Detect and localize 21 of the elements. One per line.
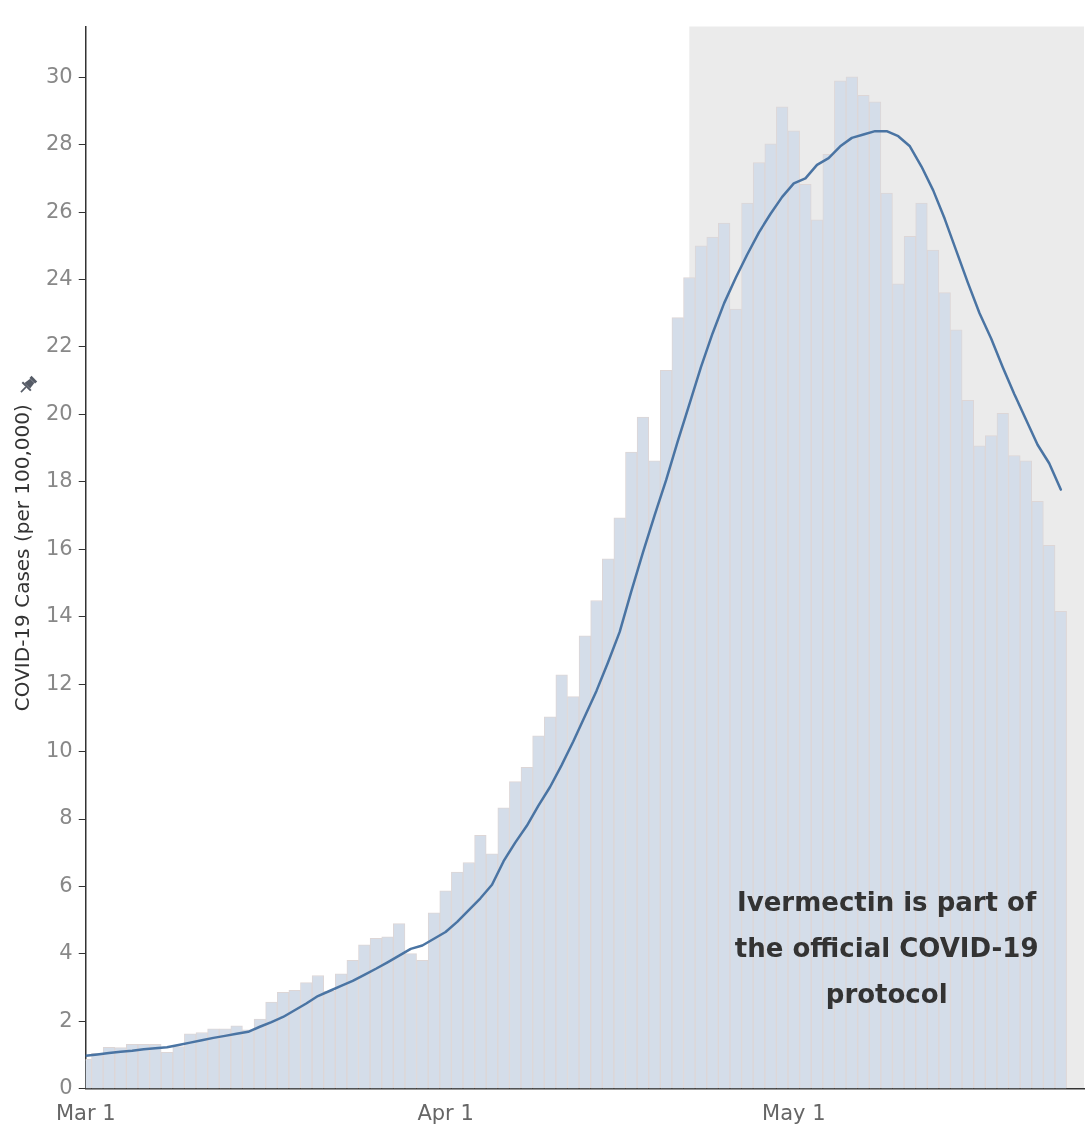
y-tick-label: 18: [45, 468, 73, 493]
x-tick-label: Mar 1: [55, 1100, 116, 1125]
y-tick-label: 16: [45, 535, 73, 560]
x-tick-label: Apr 1: [417, 1100, 474, 1125]
y-tick-label: 8: [59, 805, 73, 830]
y-tick-label: 4: [59, 940, 73, 965]
y-tick-label: 12: [45, 670, 73, 695]
y-tick-label: 2: [59, 1007, 73, 1032]
y-axis-title: COVID-19 Cases (per 100,000): [10, 404, 35, 712]
y-tick-label: 24: [45, 265, 73, 290]
y-tick-label: 20: [45, 400, 73, 425]
y-tick-label: 10: [45, 738, 73, 763]
x-tick-label: May 1: [762, 1100, 826, 1125]
y-tick-label: 28: [45, 131, 73, 156]
y-tick-label: 26: [45, 198, 73, 223]
y-tick-label: 30: [45, 63, 73, 88]
y-tick-label: 22: [45, 333, 73, 358]
y-tick-label: 14: [45, 603, 73, 628]
annotation: Ivermectin is part of the official COVID-19 protocol: [734, 886, 1039, 1009]
y-tick-label: 6: [59, 872, 73, 897]
y-tick-label: 0: [59, 1075, 73, 1100]
